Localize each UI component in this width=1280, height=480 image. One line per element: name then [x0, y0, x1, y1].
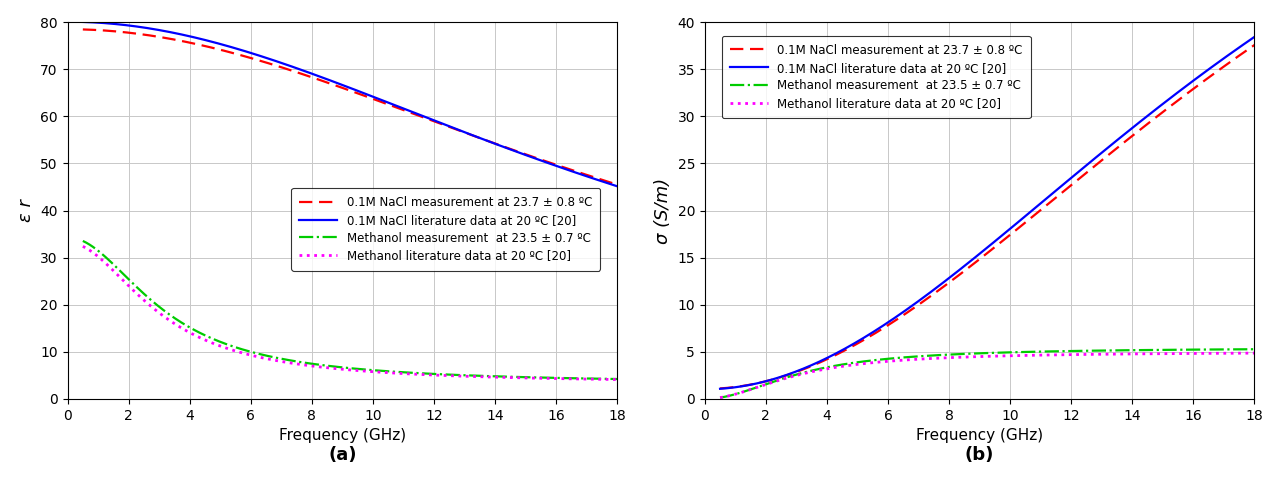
Methanol literature data at 20 ºC [20] [1053, 352, 1069, 358]
Methanol measurement  at 23.5 ± 0.7 ºC [399, 370, 415, 375]
0.1M NaCl literature data at 20 ºC [20] [385, 102, 401, 108]
Legend: 0.1M NaCl measurement at 23.7 ± 0.8 ºC, 0.1M NaCl literature data at 20 ºC [20],: 0.1M NaCl measurement at 23.7 ± 0.8 ºC, … [722, 36, 1030, 118]
0.1M NaCl measurement at 23.7 ± 0.8 ºC [1172, 96, 1188, 102]
Methanol literature data at 20 ºC [20] [745, 386, 760, 392]
0.1M NaCl measurement at 23.7 ± 0.8 ºC [1037, 204, 1052, 210]
0.1M NaCl measurement at 23.7 ± 0.8 ºC [385, 103, 401, 109]
X-axis label: Frequency (GHz): Frequency (GHz) [916, 428, 1043, 443]
Text: (b): (b) [965, 446, 995, 465]
Legend: 0.1M NaCl measurement at 23.7 ± 0.8 ºC, 0.1M NaCl literature data at 20 ºC [20],: 0.1M NaCl measurement at 23.7 ± 0.8 ºC, … [292, 188, 600, 271]
Methanol literature data at 20 ºC [20] [399, 371, 415, 377]
0.1M NaCl literature data at 20 ºC [20] [108, 21, 123, 27]
Methanol measurement  at 23.5 ± 0.7 ºC [108, 264, 123, 269]
Methanol measurement  at 23.5 ± 0.7 ºC [1247, 347, 1262, 352]
Line: Methanol measurement  at 23.5 ± 0.7 ºC: Methanol measurement at 23.5 ± 0.7 ºC [83, 241, 617, 379]
0.1M NaCl literature data at 20 ºC [20] [535, 158, 550, 164]
0.1M NaCl measurement at 23.7 ± 0.8 ºC [76, 26, 91, 32]
0.1M NaCl literature data at 20 ºC [20] [1117, 131, 1133, 136]
0.1M NaCl literature data at 20 ºC [20] [416, 113, 431, 119]
0.1M NaCl measurement at 23.7 ± 0.8 ºC [745, 381, 760, 387]
Methanol measurement  at 23.5 ± 0.7 ºC [1023, 349, 1038, 355]
0.1M NaCl measurement at 23.7 ± 0.8 ºC [480, 138, 495, 144]
Methanol literature data at 20 ºC [20] [1247, 350, 1262, 356]
Y-axis label: ε r: ε r [17, 199, 35, 222]
Line: 0.1M NaCl literature data at 20 ºC [20]: 0.1M NaCl literature data at 20 ºC [20] [83, 22, 617, 186]
Methanol measurement  at 23.5 ± 0.7 ºC [713, 395, 728, 400]
Methanol literature data at 20 ºC [20] [1023, 352, 1038, 358]
0.1M NaCl literature data at 20 ºC [20] [1053, 184, 1069, 190]
0.1M NaCl literature data at 20 ºC [20] [76, 19, 91, 25]
Methanol measurement  at 23.5 ± 0.7 ºC [745, 386, 760, 392]
Line: 0.1M NaCl measurement at 23.7 ± 0.8 ºC: 0.1M NaCl measurement at 23.7 ± 0.8 ºC [83, 29, 617, 185]
0.1M NaCl measurement at 23.7 ± 0.8 ºC [1117, 139, 1133, 144]
X-axis label: Frequency (GHz): Frequency (GHz) [279, 428, 406, 443]
0.1M NaCl literature data at 20 ºC [20] [609, 183, 625, 189]
0.1M NaCl literature data at 20 ºC [20] [1037, 197, 1052, 203]
Line: 0.1M NaCl measurement at 23.7 ± 0.8 ºC: 0.1M NaCl measurement at 23.7 ± 0.8 ºC [721, 45, 1254, 388]
Text: (a): (a) [328, 446, 357, 465]
0.1M NaCl measurement at 23.7 ± 0.8 ºC [1247, 42, 1262, 48]
Line: Methanol measurement  at 23.5 ± 0.7 ºC: Methanol measurement at 23.5 ± 0.7 ºC [721, 349, 1254, 397]
Methanol literature data at 20 ºC [20] [535, 375, 550, 381]
0.1M NaCl measurement at 23.7 ± 0.8 ºC [713, 385, 728, 391]
Methanol measurement  at 23.5 ± 0.7 ºC [76, 238, 91, 244]
Methanol literature data at 20 ºC [20] [1172, 351, 1188, 357]
Methanol measurement  at 23.5 ± 0.7 ºC [1053, 348, 1069, 354]
0.1M NaCl measurement at 23.7 ± 0.8 ºC [108, 28, 123, 34]
0.1M NaCl measurement at 23.7 ± 0.8 ºC [1023, 216, 1038, 221]
Methanol measurement  at 23.5 ± 0.7 ºC [1037, 348, 1052, 354]
0.1M NaCl literature data at 20 ºC [20] [1023, 209, 1038, 215]
Methanol measurement  at 23.5 ± 0.7 ºC [416, 371, 431, 376]
Methanol literature data at 20 ºC [20] [713, 395, 728, 400]
Methanol literature data at 20 ºC [20] [609, 377, 625, 383]
0.1M NaCl measurement at 23.7 ± 0.8 ºC [1053, 191, 1069, 197]
Line: Methanol literature data at 20 ºC [20]: Methanol literature data at 20 ºC [20] [83, 246, 617, 380]
0.1M NaCl literature data at 20 ºC [20] [399, 107, 415, 113]
Methanol literature data at 20 ºC [20] [1117, 351, 1133, 357]
Line: 0.1M NaCl literature data at 20 ºC [20]: 0.1M NaCl literature data at 20 ºC [20] [721, 37, 1254, 389]
0.1M NaCl literature data at 20 ºC [20] [1247, 34, 1262, 40]
Methanol measurement  at 23.5 ± 0.7 ºC [609, 376, 625, 382]
0.1M NaCl measurement at 23.7 ± 0.8 ºC [609, 182, 625, 188]
0.1M NaCl measurement at 23.7 ± 0.8 ºC [535, 157, 550, 163]
Methanol measurement  at 23.5 ± 0.7 ºC [535, 375, 550, 381]
Methanol literature data at 20 ºC [20] [416, 372, 431, 377]
Methanol measurement  at 23.5 ± 0.7 ºC [1117, 348, 1133, 353]
0.1M NaCl literature data at 20 ºC [20] [713, 386, 728, 392]
Methanol measurement  at 23.5 ± 0.7 ºC [1172, 347, 1188, 353]
Methanol literature data at 20 ºC [20] [385, 370, 401, 376]
Line: Methanol literature data at 20 ºC [20]: Methanol literature data at 20 ºC [20] [721, 353, 1254, 397]
0.1M NaCl measurement at 23.7 ± 0.8 ºC [399, 108, 415, 114]
Methanol measurement  at 23.5 ± 0.7 ºC [480, 373, 495, 379]
0.1M NaCl literature data at 20 ºC [20] [480, 138, 495, 144]
0.1M NaCl literature data at 20 ºC [20] [745, 382, 760, 387]
Methanol literature data at 20 ºC [20] [1037, 352, 1052, 358]
Methanol literature data at 20 ºC [20] [108, 270, 123, 276]
Methanol measurement  at 23.5 ± 0.7 ºC [385, 369, 401, 374]
0.1M NaCl literature data at 20 ºC [20] [1172, 88, 1188, 94]
0.1M NaCl measurement at 23.7 ± 0.8 ºC [416, 114, 431, 120]
Y-axis label: σ (S/m): σ (S/m) [654, 178, 672, 243]
Methanol literature data at 20 ºC [20] [480, 374, 495, 380]
Methanol literature data at 20 ºC [20] [76, 243, 91, 249]
